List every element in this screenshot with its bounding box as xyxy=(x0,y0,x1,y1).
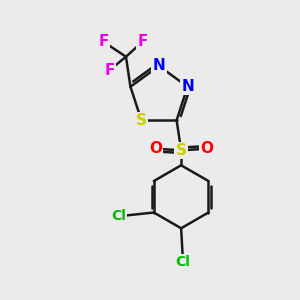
Text: F: F xyxy=(137,34,148,49)
Text: Cl: Cl xyxy=(111,208,126,223)
Text: F: F xyxy=(98,34,109,49)
Text: O: O xyxy=(149,141,162,156)
Text: N: N xyxy=(181,79,194,94)
Text: Cl: Cl xyxy=(175,255,190,269)
Text: S: S xyxy=(136,113,147,128)
Text: O: O xyxy=(200,141,213,156)
Text: N: N xyxy=(153,58,165,74)
Text: S: S xyxy=(176,143,187,158)
Text: F: F xyxy=(104,63,115,78)
